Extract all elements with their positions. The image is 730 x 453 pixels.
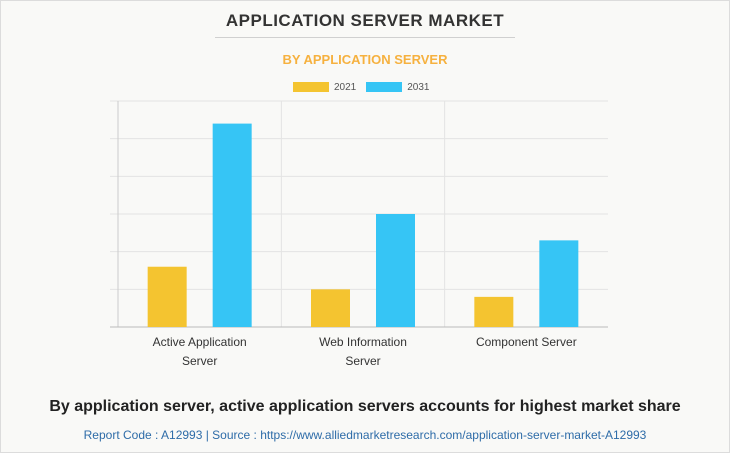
- bar-2021-2: [474, 296, 514, 327]
- x-tick-label: Web Information: [319, 335, 407, 349]
- legend-swatch-2031: [366, 82, 403, 92]
- chart-subtitle: BY APPLICATION SERVER: [282, 52, 448, 67]
- x-tick-label: Server: [182, 354, 217, 368]
- bar-2031-2: [539, 240, 579, 327]
- bar-2021-1: [311, 289, 350, 327]
- source-footer[interactable]: Report Code : A12993 | Source : https://…: [83, 428, 647, 442]
- title-divider: [215, 37, 515, 38]
- x-tick-label: Active Application: [153, 335, 247, 349]
- legend-item-2031: 2031: [366, 81, 430, 93]
- legend: 2021 2031: [293, 80, 440, 94]
- chart-title: APPLICATION SERVER MARKET: [225, 11, 505, 30]
- x-tick-label: Component Server: [476, 335, 577, 349]
- bar-2031-1: [376, 214, 415, 327]
- x-tick-label: Server: [345, 354, 380, 368]
- legend-item-2021: 2021: [293, 82, 356, 93]
- bar-2021-0: [147, 266, 187, 327]
- bar-2031-0: [212, 123, 252, 327]
- chart-caption: By application server, active applicatio…: [49, 398, 681, 415]
- legend-label-2021: 2021: [334, 81, 357, 93]
- legend-label-2031: 2031: [407, 81, 430, 93]
- legend-swatch-2021: [293, 82, 329, 92]
